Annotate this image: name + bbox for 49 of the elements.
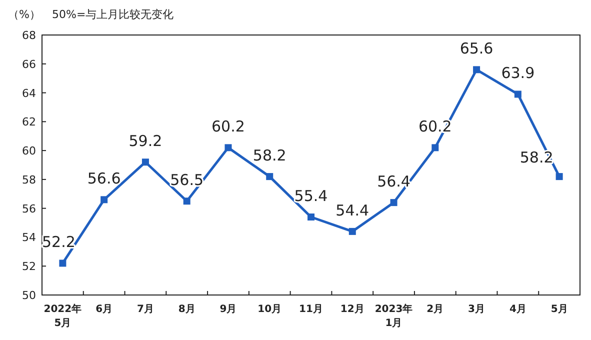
x-tick-label: 4月 bbox=[509, 304, 526, 315]
point bbox=[266, 173, 274, 180]
point bbox=[142, 158, 149, 166]
x-tick-label: 3月 bbox=[468, 304, 486, 315]
x-tick-label: 8月 bbox=[178, 304, 196, 315]
data-label: 60.2 bbox=[212, 118, 245, 136]
y-tick-label: 56 bbox=[22, 202, 36, 216]
point bbox=[183, 198, 190, 205]
data-label: 56.5 bbox=[170, 171, 204, 190]
data-label: 63.9 bbox=[501, 64, 535, 82]
x-tick-label: 2月 bbox=[426, 304, 444, 315]
x-tick-label: 12月 bbox=[340, 304, 364, 315]
point bbox=[308, 214, 314, 220]
data-label: 59.2 bbox=[128, 132, 162, 150]
data-label: 54.4 bbox=[336, 201, 370, 220]
y-tick-label: 66 bbox=[22, 58, 36, 71]
point bbox=[432, 144, 439, 152]
data-label: 56.6 bbox=[87, 170, 121, 188]
y-tick-label: 52 bbox=[22, 260, 36, 274]
x-tick-label: 9月 bbox=[220, 304, 237, 315]
data-label: 55.4 bbox=[294, 187, 328, 205]
x-tick-label: 6月 bbox=[96, 304, 113, 315]
x-tick-label: 7月 bbox=[136, 304, 154, 315]
y-axis-title: （%） bbox=[8, 8, 40, 21]
y-tick-label: 60 bbox=[22, 144, 36, 158]
point bbox=[59, 260, 66, 267]
x-tick-label: 11月 bbox=[299, 304, 323, 315]
data-label: 52.2 bbox=[42, 233, 76, 252]
y-tick-label: 68 bbox=[22, 29, 36, 42]
chart-title: 50%=与上月比较无变化 bbox=[52, 8, 174, 21]
y-tick-label: 64 bbox=[22, 86, 36, 100]
y-tick-label: 54 bbox=[22, 231, 36, 244]
data-label: 56.4 bbox=[377, 172, 410, 191]
y-tick-label: 58 bbox=[22, 173, 36, 186]
y-tick-label: 62 bbox=[22, 116, 36, 129]
point bbox=[514, 90, 522, 98]
x-tick-label: 5月 bbox=[550, 304, 568, 315]
x-tick-label: 2022年 5月 bbox=[44, 303, 82, 329]
point bbox=[224, 144, 232, 152]
point bbox=[390, 199, 398, 206]
point bbox=[348, 228, 356, 235]
point bbox=[556, 173, 563, 180]
y-tick-label: 50 bbox=[22, 289, 36, 302]
point bbox=[100, 196, 108, 204]
data-label: 65.6 bbox=[460, 40, 494, 58]
data-label: 58.2 bbox=[252, 146, 286, 165]
x-tick-label: 10月 bbox=[258, 304, 282, 315]
x-tick-label: 2023年 1月 bbox=[374, 303, 413, 329]
point bbox=[473, 66, 480, 74]
